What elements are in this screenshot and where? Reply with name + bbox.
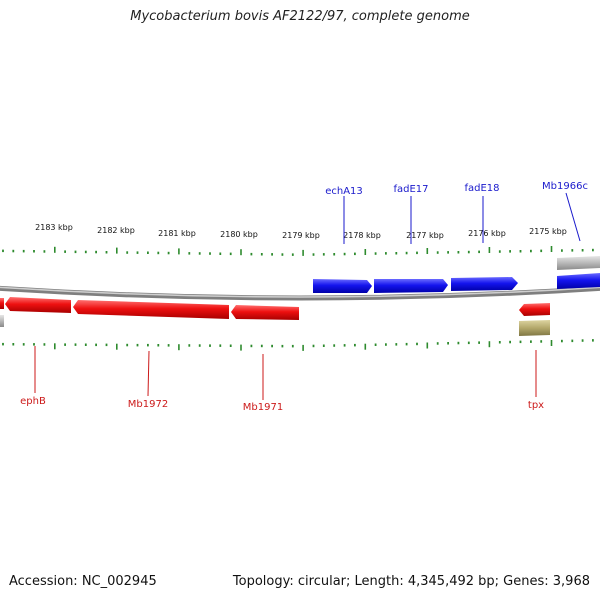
topology-summary: Topology: circular; Length: 4,345,492 bp… (232, 574, 590, 589)
label-ephB[interactable]: ephB (20, 396, 46, 407)
feature-gray-left (0, 315, 4, 327)
gene-ephB[interactable] (5, 297, 71, 313)
gene-Mb1971[interactable] (231, 305, 299, 320)
feature-gray-upper (557, 256, 600, 270)
label-tpx[interactable]: tpx (528, 400, 544, 411)
label-Mb1966c[interactable]: Mb1966c (542, 181, 588, 192)
feature-olive (519, 320, 550, 336)
upper-tick-row (2, 246, 594, 256)
gene-fadE18[interactable] (451, 277, 518, 291)
kbp-label: 2175 kbp (529, 227, 567, 236)
kbp-label: 2179 kbp (282, 231, 320, 240)
gene-Mb1972[interactable] (73, 300, 229, 319)
gene-Mb1966c[interactable] (557, 273, 600, 289)
backbone-arc (0, 285, 600, 301)
gene-tpx[interactable] (519, 303, 550, 316)
callout-Mb1966c (565, 192, 581, 242)
accession-text: Accession: NC_002945 (9, 574, 157, 589)
kbp-label: 2176 kbp (468, 229, 506, 238)
label-fadE17[interactable]: fadE17 (393, 184, 428, 195)
kbp-label: 2180 kbp (220, 230, 258, 239)
label-Mb1972[interactable]: Mb1972 (128, 399, 168, 410)
kbp-label: 2182 kbp (97, 226, 135, 235)
kbp-label: 2178 kbp (343, 231, 381, 240)
kbp-label: 2181 kbp (158, 229, 196, 238)
label-echA13[interactable]: echA13 (325, 186, 363, 197)
kbp-label: 2183 kbp (35, 223, 73, 232)
gene-left-edge (0, 298, 4, 309)
map-title: Mycobacterium bovis AF2122/97, complete … (130, 9, 470, 24)
callout-Mb1972 (147, 350, 150, 397)
gene-fadE17[interactable] (374, 279, 448, 293)
kbp-label: 2177 kbp (406, 231, 444, 240)
lower-tick-row (2, 339, 594, 351)
backbone-arc-highlight (0, 286, 600, 298)
label-fadE18[interactable]: fadE18 (464, 183, 499, 194)
label-Mb1971[interactable]: Mb1971 (243, 402, 283, 413)
gene-echA13[interactable] (313, 279, 372, 293)
